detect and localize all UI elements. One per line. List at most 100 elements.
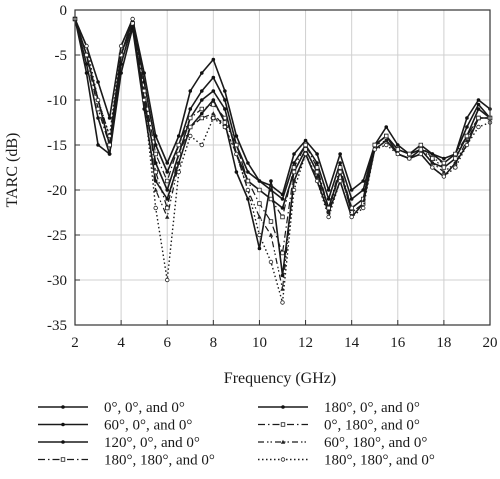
data-point (119, 71, 123, 75)
data-point (165, 205, 170, 211)
legend-item: 0°, 0°, and 0° (38, 400, 185, 416)
data-point (257, 187, 262, 193)
x-tick-label: 8 (210, 335, 218, 351)
data-point (453, 165, 458, 170)
legend-item: 120°, 0°, and 0° (38, 435, 200, 451)
data-point (257, 232, 262, 238)
data-point (96, 143, 100, 147)
data-point (153, 205, 158, 211)
data-point (430, 160, 435, 165)
data-point (107, 142, 112, 148)
data-point (200, 98, 204, 102)
data-point (349, 205, 354, 211)
data-point (222, 124, 228, 130)
data-point (61, 405, 65, 409)
data-point (84, 52, 89, 58)
data-point (199, 115, 205, 121)
data-point (222, 120, 228, 125)
data-point (188, 124, 193, 130)
data-point (291, 169, 297, 175)
data-point (476, 98, 481, 102)
data-point (326, 214, 331, 220)
data-point (476, 124, 481, 130)
data-point (200, 89, 204, 93)
data-point (441, 160, 447, 166)
data-point (441, 165, 447, 170)
data-point (418, 142, 424, 148)
legend-label: 60°, 0°, and 0° (104, 418, 192, 434)
data-point (257, 246, 262, 251)
data-point (326, 210, 331, 215)
data-point (142, 71, 146, 75)
y-tick-label: -10 (47, 93, 67, 109)
data-point (464, 142, 470, 148)
data-point (153, 187, 158, 192)
x-axis-title: Frequency (GHz) (224, 370, 336, 387)
data-point (60, 457, 66, 462)
data-point (96, 116, 100, 120)
data-point (165, 197, 170, 201)
data-point (292, 152, 296, 156)
data-point (349, 197, 354, 201)
data-point (165, 188, 170, 192)
data-point (291, 178, 297, 183)
x-tick-label: 4 (117, 335, 125, 351)
data-point (246, 170, 250, 174)
data-point (165, 214, 170, 219)
data-point (430, 165, 435, 170)
data-point (223, 107, 227, 111)
data-point (280, 457, 286, 462)
data-point (453, 156, 458, 161)
data-point (118, 52, 124, 58)
data-point (199, 106, 205, 112)
legend-label: 180°, 180°, and 0° (324, 453, 435, 469)
x-tick-label: 6 (163, 335, 171, 351)
data-point (165, 178, 170, 184)
data-point (107, 116, 112, 120)
data-point (418, 151, 424, 157)
data-point (84, 71, 89, 75)
data-point (188, 115, 193, 121)
data-point (476, 102, 481, 107)
data-point (360, 201, 366, 206)
data-point (303, 147, 308, 152)
data-point (303, 142, 308, 148)
plot-frame (74, 9, 491, 326)
data-point (246, 161, 250, 165)
data-point (349, 188, 354, 192)
data-point (165, 170, 170, 174)
data-point (395, 147, 400, 152)
data-point (234, 134, 239, 138)
data-point (268, 219, 274, 224)
series-line (74, 18, 490, 277)
data-point (430, 156, 435, 161)
data-point (95, 97, 101, 103)
data-point (280, 300, 285, 305)
data-point (280, 250, 285, 256)
data-point (360, 205, 366, 211)
data-point (211, 75, 216, 80)
data-point (141, 97, 147, 103)
data-point (188, 133, 193, 139)
data-point (338, 161, 342, 165)
data-point (234, 142, 239, 148)
y-tick-label: -5 (55, 48, 68, 64)
data-point (118, 43, 124, 49)
y-tick-label: -25 (47, 228, 67, 244)
data-point (430, 152, 435, 156)
y-tick-label: -35 (47, 318, 67, 334)
data-point (211, 111, 216, 116)
data-point (211, 57, 216, 62)
x-tick-label: 12 (298, 335, 313, 351)
series-7 (72, 16, 493, 256)
data-point (314, 165, 320, 170)
data-point (95, 106, 101, 112)
data-point (234, 151, 239, 157)
data-point (315, 161, 319, 165)
legend-item: 60°, 180°, and 0° (258, 435, 427, 451)
data-point (465, 116, 469, 120)
axes-layer: 2 4 6 8 10 12 14 16 18 20 0 -5 -10 -15 -20 -25 -30 -35 (47, 3, 498, 351)
legend-label: 180°, 180°, and 0° (104, 453, 215, 469)
data-point (476, 115, 481, 121)
